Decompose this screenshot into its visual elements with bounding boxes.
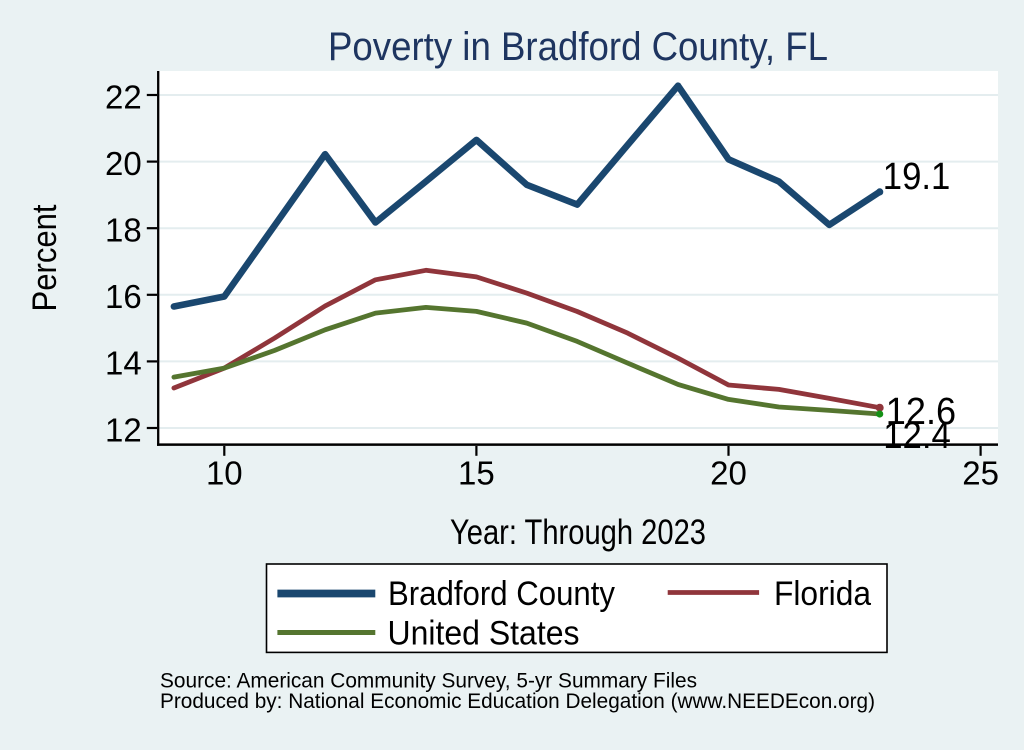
- svg-text:12.4: 12.4: [883, 415, 951, 457]
- svg-text:Percent: Percent: [26, 204, 64, 311]
- svg-text:Bradford County: Bradford County: [388, 575, 616, 613]
- svg-text:United States: United States: [388, 614, 580, 652]
- svg-text:22: 22: [105, 78, 142, 115]
- svg-text:15: 15: [458, 455, 495, 492]
- svg-text:20: 20: [710, 455, 747, 492]
- svg-text:Produced by: National Economic: Produced by: National Economic Education…: [160, 690, 875, 713]
- svg-text:Year: Through 2023: Year: Through 2023: [450, 513, 706, 552]
- svg-text:12.6: 12.6: [886, 391, 956, 433]
- svg-text:18: 18: [105, 212, 142, 249]
- svg-text:25: 25: [962, 455, 999, 492]
- svg-text:10: 10: [206, 455, 243, 492]
- svg-text:Source: American Community Sur: Source: American Community Survey, 5-yr …: [160, 669, 697, 692]
- svg-text:14: 14: [105, 345, 142, 382]
- svg-text:20: 20: [105, 145, 142, 182]
- svg-text:Poverty in Bradford County, FL: Poverty in Bradford County, FL: [328, 25, 828, 69]
- svg-text:19.1: 19.1: [883, 156, 951, 198]
- svg-text:12: 12: [105, 411, 142, 448]
- svg-text:Florida: Florida: [774, 575, 872, 613]
- svg-text:16: 16: [105, 278, 142, 315]
